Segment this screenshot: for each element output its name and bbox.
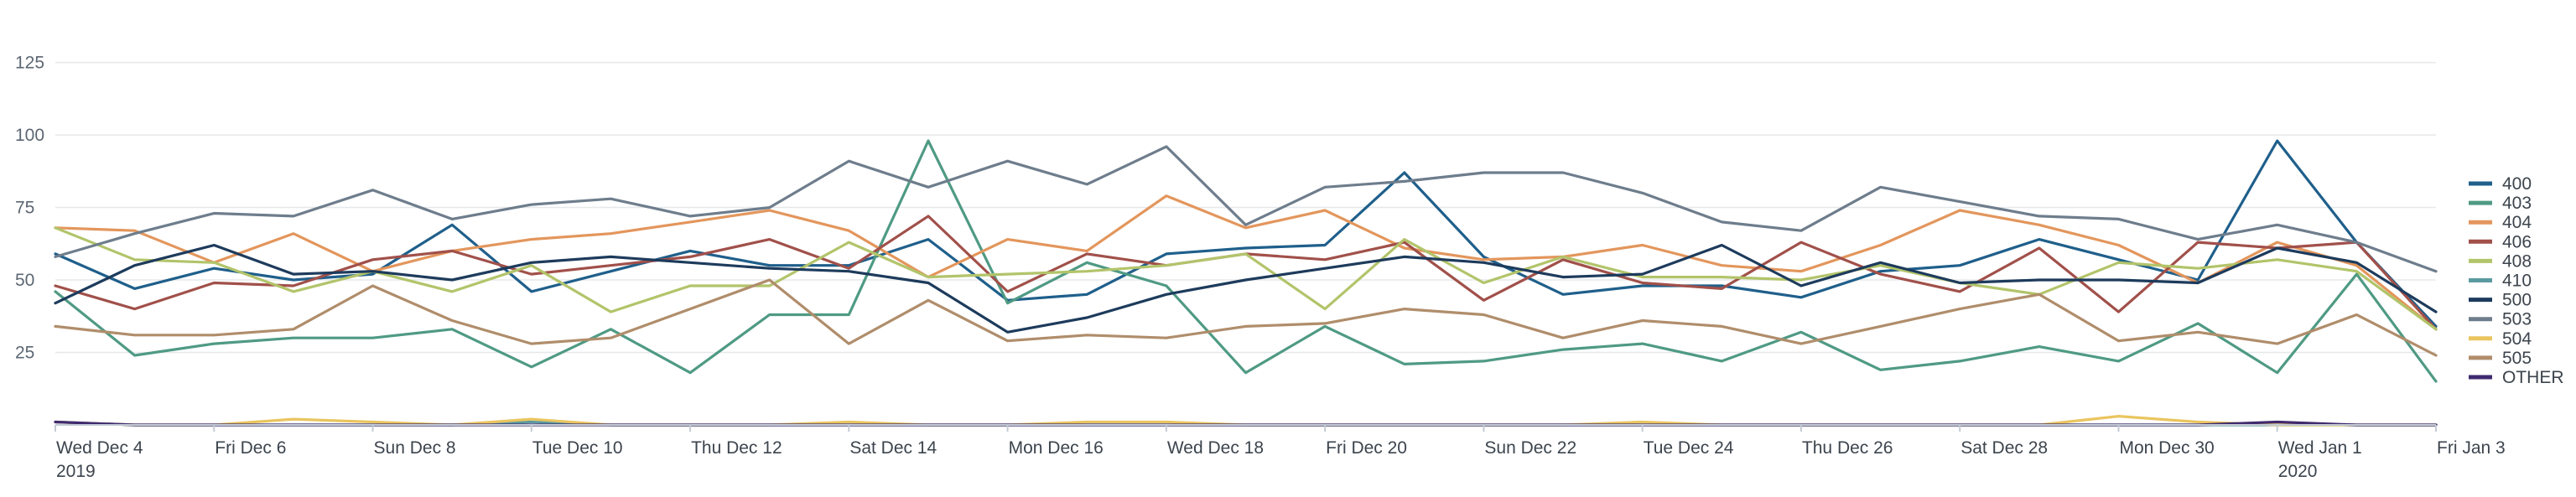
series-line-403: [54, 139, 2438, 383]
legend-label-404[interactable]: 404: [2502, 213, 2532, 232]
y-tick-label: 75: [15, 199, 34, 218]
x-tick-label: Wed Dec 4: [56, 438, 143, 458]
y-axis: 25 50 75 100 125: [15, 54, 44, 363]
legend-label-500[interactable]: 500: [2502, 291, 2532, 310]
legend-label-505[interactable]: 505: [2502, 349, 2532, 368]
x-tick-label: Sun Dec 8: [374, 438, 456, 458]
x-tick-label: Fri Jan 3: [2437, 438, 2506, 458]
x-tick-label: Thu Dec 26: [1802, 438, 1893, 458]
x-tick-label: Wed Jan 1: [2278, 438, 2362, 458]
legend-label-408[interactable]: 408: [2502, 251, 2532, 271]
legend-label-403[interactable]: 403: [2502, 194, 2532, 213]
legend-label-other[interactable]: OTHER: [2502, 368, 2564, 387]
series-line-406: [54, 215, 2438, 331]
legend-label-406[interactable]: 406: [2502, 232, 2532, 251]
x-tick-label: Thu Dec 12: [691, 438, 782, 458]
series-line-400: [54, 139, 2438, 328]
grid-layer: [55, 61, 2436, 354]
series-line-505: [54, 278, 2438, 357]
x-tick-label: Fri Dec 20: [1326, 438, 1407, 458]
x-tick-label: Mon Dec 30: [2119, 438, 2214, 458]
x-tick-label: Tue Dec 24: [1644, 438, 1734, 458]
x-tick-label: Wed Dec 18: [1167, 438, 1264, 458]
x-tick-label: Sun Dec 22: [1484, 438, 1576, 458]
legend-label-504[interactable]: 504: [2502, 329, 2532, 349]
x-tick-year-label: 2019: [56, 462, 96, 481]
series-line-404: [54, 194, 2438, 331]
series-line-408: [54, 226, 2438, 331]
x-tick-label: Mon Dec 16: [1009, 438, 1104, 458]
y-tick-label: 125: [15, 54, 44, 73]
series-line-503: [54, 145, 2438, 273]
x-tick-year-label: 2020: [2278, 462, 2318, 481]
legend-label-410[interactable]: 410: [2502, 272, 2532, 291]
y-tick-label: 25: [15, 344, 34, 363]
series-layer: [54, 139, 2438, 427]
legend-label-400[interactable]: 400: [2502, 174, 2532, 194]
y-tick-label: 100: [15, 126, 44, 145]
x-tick-label: Tue Dec 10: [532, 438, 623, 458]
x-axis: Wed Dec 4 2019 Fri Dec 6 Sun Dec 8 Tue Dec 1…: [55, 424, 2506, 481]
x-tick-label: Fri Dec 6: [215, 438, 286, 458]
series-line-500: [54, 243, 2438, 334]
legend-label-503[interactable]: 503: [2502, 310, 2532, 329]
x-tick-label: Sat Dec 14: [849, 438, 937, 458]
y-tick-label: 50: [15, 271, 34, 290]
x-tick-label: Sat Dec 28: [1961, 438, 2048, 458]
